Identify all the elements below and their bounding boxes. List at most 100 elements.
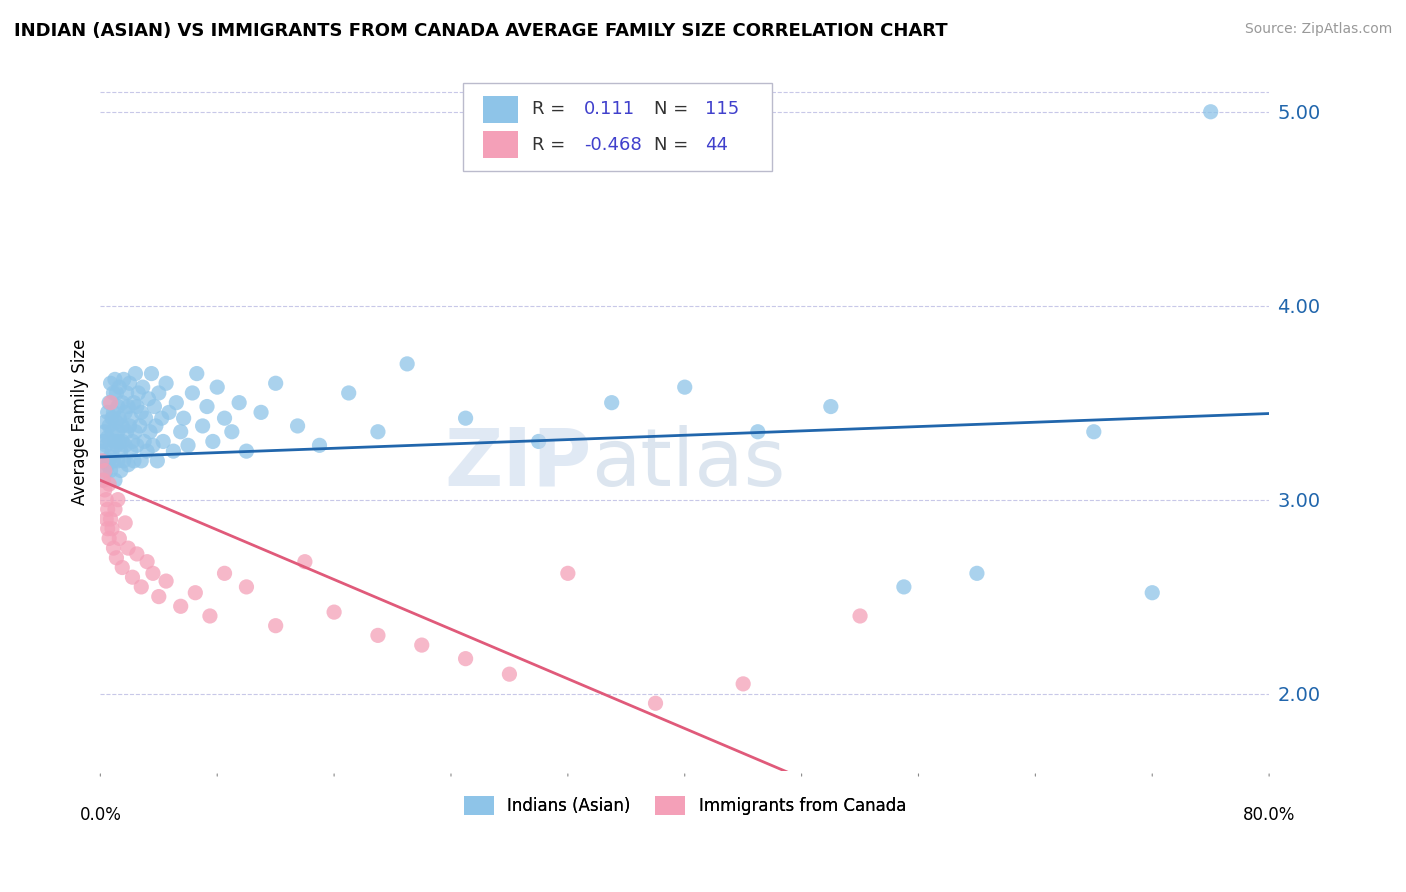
Point — [250, 405, 273, 419]
Text: 115: 115 — [704, 101, 738, 119]
Point — [139, 425, 162, 439]
Point — [162, 444, 184, 458]
Point — [1142, 585, 1164, 599]
Point — [308, 438, 330, 452]
Point — [122, 395, 145, 409]
Point — [104, 502, 127, 516]
Point — [115, 386, 138, 401]
Point — [101, 522, 124, 536]
Point — [101, 425, 124, 439]
Point — [733, 677, 755, 691]
Point — [125, 547, 148, 561]
Point — [122, 454, 145, 468]
Point — [170, 425, 193, 439]
Point — [91, 473, 114, 487]
Point — [107, 400, 129, 414]
Point — [117, 458, 139, 472]
FancyBboxPatch shape — [482, 96, 517, 123]
Point — [103, 454, 125, 468]
Point — [264, 376, 287, 391]
Text: N =: N = — [654, 101, 689, 119]
Point — [104, 434, 127, 449]
Point — [111, 395, 134, 409]
Point — [97, 405, 120, 419]
Point — [498, 667, 520, 681]
Point — [121, 434, 143, 449]
Point — [323, 605, 346, 619]
Point — [195, 400, 218, 414]
Text: Source: ZipAtlas.com: Source: ZipAtlas.com — [1244, 22, 1392, 37]
Point — [101, 444, 124, 458]
Point — [170, 599, 193, 614]
Point — [108, 532, 131, 546]
Point — [110, 464, 132, 478]
Point — [90, 444, 112, 458]
Point — [600, 395, 623, 409]
Point — [454, 651, 477, 665]
Point — [129, 454, 152, 468]
Point — [120, 444, 142, 458]
Point — [97, 431, 120, 445]
Point — [214, 566, 236, 581]
Point — [214, 411, 236, 425]
Point — [287, 419, 309, 434]
Point — [103, 541, 125, 555]
Point — [98, 532, 121, 546]
Point — [97, 502, 120, 516]
Point — [454, 411, 477, 425]
Point — [107, 454, 129, 468]
Text: R =: R = — [531, 136, 565, 153]
Point — [114, 405, 136, 419]
Point — [124, 425, 146, 439]
Point — [101, 411, 124, 425]
Point — [105, 415, 128, 429]
Point — [165, 395, 187, 409]
Point — [105, 438, 128, 452]
Text: 44: 44 — [704, 136, 727, 153]
Point — [91, 473, 114, 487]
Point — [145, 419, 167, 434]
Point — [747, 425, 769, 439]
Point — [155, 574, 177, 588]
Point — [148, 590, 170, 604]
Point — [136, 555, 159, 569]
Point — [103, 386, 125, 401]
Point — [124, 367, 146, 381]
Point — [148, 386, 170, 401]
Point — [127, 386, 149, 401]
Point — [146, 454, 169, 468]
Point — [121, 570, 143, 584]
Point — [103, 405, 125, 419]
Point — [98, 454, 121, 468]
Point — [115, 425, 138, 439]
Point — [98, 419, 121, 434]
Point — [644, 696, 666, 710]
Point — [96, 438, 118, 452]
Point — [136, 444, 159, 458]
Point — [191, 419, 214, 434]
Point — [105, 386, 128, 401]
Point — [177, 438, 200, 452]
Point — [221, 425, 243, 439]
Point — [111, 419, 134, 434]
Point — [129, 405, 152, 419]
Text: R =: R = — [531, 101, 565, 119]
Point — [557, 566, 579, 581]
Point — [91, 434, 114, 449]
Point — [181, 386, 204, 401]
Point — [111, 560, 134, 574]
Point — [820, 400, 842, 414]
Point — [100, 512, 122, 526]
Point — [138, 392, 160, 406]
Point — [112, 454, 135, 468]
Point — [198, 609, 221, 624]
Point — [264, 618, 287, 632]
Point — [201, 434, 224, 449]
Point — [1199, 104, 1222, 119]
Point — [100, 464, 122, 478]
Point — [97, 458, 120, 472]
Legend: Indians (Asian), Immigrants from Canada: Indians (Asian), Immigrants from Canada — [457, 789, 912, 822]
Point — [135, 411, 157, 425]
Point — [107, 425, 129, 439]
Point — [107, 492, 129, 507]
